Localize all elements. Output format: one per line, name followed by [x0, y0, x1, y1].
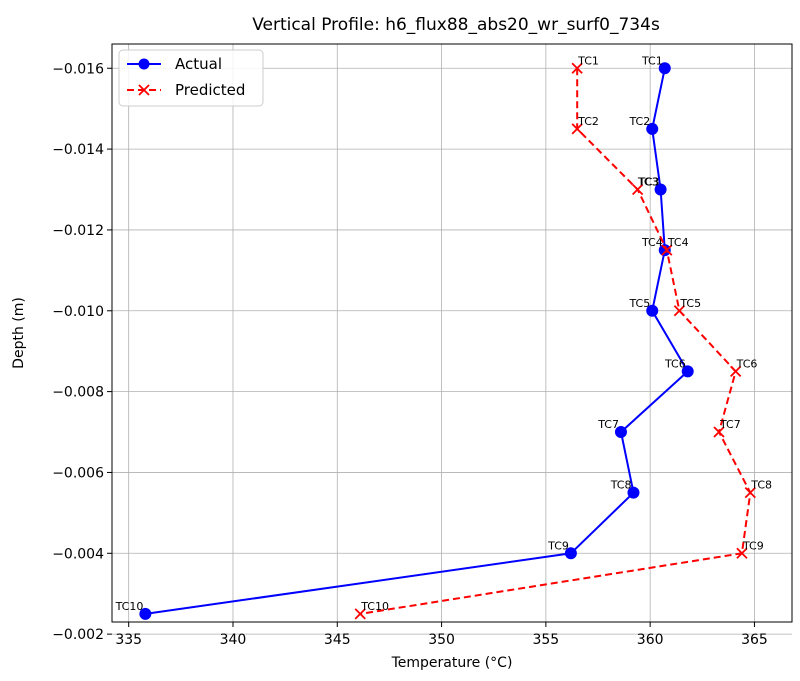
legend: Actual Predicted — [118, 49, 264, 107]
data-point — [614, 426, 627, 439]
point-label: TC7 — [719, 418, 741, 431]
data-point — [632, 183, 644, 196]
data-point — [681, 365, 694, 378]
point-label: TC9 — [547, 539, 569, 552]
grid — [112, 44, 792, 635]
chart-title: Vertical Profile: h6_flux88_abs20_wr_sur… — [252, 15, 660, 35]
y-tick-label: −0.006 — [52, 465, 104, 481]
point-label: TC6 — [664, 357, 686, 370]
legend-marker — [138, 58, 150, 70]
data-point — [654, 183, 667, 196]
point-label: TC7 — [597, 418, 619, 431]
point-label: TC4 — [667, 236, 689, 249]
point-label: TC10 — [115, 600, 144, 613]
x-tick-label: 340 — [220, 632, 247, 648]
legend-label: Predicted — [175, 81, 245, 99]
series-line-actual — [145, 68, 689, 615]
data-point — [658, 62, 671, 75]
data-point — [571, 123, 583, 135]
x-ticks: 335 340 345 350 355 360 365 — [115, 622, 768, 648]
data-point — [627, 486, 640, 499]
point-label: TC8 — [750, 479, 772, 492]
point-label: TC4 — [641, 236, 663, 249]
data-point — [713, 426, 725, 438]
data-point — [744, 487, 756, 499]
data-point — [571, 62, 583, 74]
point-label: TC6 — [736, 357, 758, 370]
data-point — [730, 365, 742, 378]
data-point — [354, 608, 366, 620]
data-point — [661, 244, 673, 256]
point-label: TC8 — [610, 479, 632, 492]
legend-marker — [138, 84, 150, 96]
point-label: TC5 — [628, 297, 650, 310]
x-axis-title: Temperature (°C) — [391, 655, 513, 671]
y-axis-title: Depth (m) — [11, 297, 27, 369]
x-tick-label: 345 — [324, 632, 351, 648]
plot-frame — [111, 43, 793, 623]
x-tick-label: 360 — [637, 632, 664, 648]
y-tick-label: −0.014 — [52, 142, 104, 158]
series-layer: TC1TC2TC3TC4TC5TC6TC7TC8TC9TC10TC1TC2TC3… — [115, 54, 772, 620]
y-tick-label: −0.016 — [52, 61, 104, 77]
x-tick-label: 335 — [115, 632, 142, 648]
series-predicted: TC1 TC2 TC3 TC4 TC5 TC6 TC7 TC8 TC9 TC10 — [354, 54, 772, 620]
point-label: TC5 — [679, 297, 701, 310]
y-tick-label: −0.010 — [52, 304, 104, 320]
point-label: TC1 — [641, 54, 663, 67]
y-tick-label: −0.004 — [52, 546, 104, 562]
point-label: TC3 — [638, 176, 660, 189]
point-label: TC2 — [577, 115, 599, 128]
y-tick-label: −0.012 — [52, 223, 104, 239]
series-line-predicted — [360, 68, 752, 615]
data-point — [564, 547, 577, 560]
data-point — [646, 122, 659, 135]
point-label: TC1 — [577, 54, 599, 67]
y-tick-label: −0.008 — [52, 385, 104, 401]
data-point — [658, 244, 671, 257]
data-point — [139, 607, 152, 620]
data-point — [646, 304, 659, 317]
x-tick-label: 355 — [532, 632, 559, 648]
y-tick-label: −0.002 — [52, 627, 104, 643]
point-label: TC2 — [628, 115, 650, 128]
point-label: TC9 — [742, 539, 764, 552]
data-point — [736, 547, 748, 559]
y-ticks: −0.016 −0.014 −0.012 −0.010 −0.008 −0.006 −0.0… — [52, 61, 112, 643]
series-actual: TC1 TC2 TC3 TC4 TC5 TC6 TC7 TC8 TC9 TC10 — [115, 54, 694, 620]
data-point — [673, 305, 685, 317]
x-tick-label: 365 — [741, 632, 768, 648]
x-tick-label: 350 — [428, 632, 455, 648]
legend-label: Actual — [175, 55, 222, 73]
point-label: TC10 — [360, 600, 389, 613]
